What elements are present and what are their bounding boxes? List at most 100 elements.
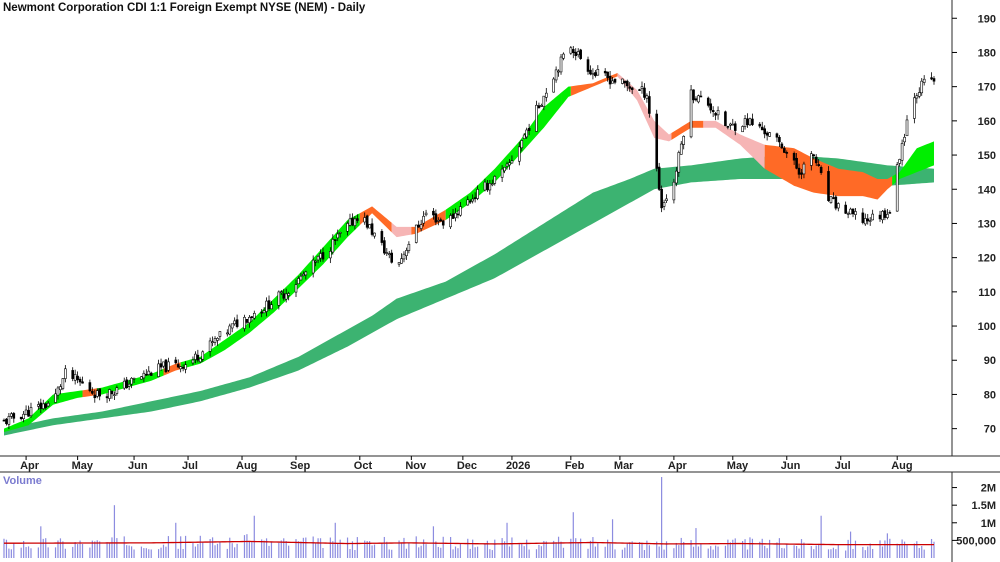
- volume-bar: [830, 549, 832, 558]
- candle-body: [505, 163, 509, 167]
- volume-bar: [216, 543, 219, 558]
- volume-bar: [800, 539, 803, 558]
- volume-bar: [820, 515, 822, 558]
- volume-bar: [329, 537, 331, 558]
- candle-body: [46, 402, 50, 407]
- volume-bar: [3, 538, 5, 558]
- volume-bar: [354, 550, 356, 558]
- volume-bar: [862, 546, 864, 558]
- volume-bar: [437, 546, 439, 558]
- volume-bar: [319, 538, 322, 558]
- volume-bar: [491, 550, 493, 558]
- volume-bar: [832, 547, 834, 558]
- volume-bar: [751, 538, 754, 558]
- price-tick-label: 150: [978, 150, 996, 162]
- volume-bar: [209, 539, 211, 558]
- volume-bar: [864, 550, 866, 558]
- volume-bar: [629, 542, 631, 558]
- candle-body: [61, 378, 65, 389]
- volume-bar: [484, 543, 486, 558]
- volume-bar: [265, 538, 268, 558]
- candle-body: [795, 157, 798, 169]
- volume-bar: [20, 547, 22, 558]
- candle-body: [898, 159, 901, 164]
- candle-body: [373, 232, 376, 237]
- candle-body: [518, 146, 521, 162]
- candle-body: [525, 129, 528, 138]
- volume-bar: [175, 522, 177, 558]
- volume-bar: [229, 537, 231, 558]
- volume-bar: [476, 546, 479, 558]
- volume-bar: [194, 546, 196, 558]
- volume-bar: [398, 540, 400, 558]
- candle-body: [41, 403, 45, 409]
- volume-bar: [761, 538, 763, 558]
- volume-bar: [197, 543, 199, 558]
- volume-bar: [776, 542, 778, 558]
- candle-body: [569, 47, 573, 54]
- volume-bar: [813, 549, 815, 558]
- volume-bar: [423, 539, 425, 558]
- volume-bar: [37, 547, 39, 558]
- candle-body: [54, 393, 57, 403]
- volume-bar: [918, 548, 920, 558]
- candle-body: [746, 118, 749, 126]
- volume-bar: [594, 546, 596, 558]
- candle-body: [493, 176, 497, 184]
- volume-bar: [818, 543, 820, 558]
- candle-body: [596, 69, 600, 76]
- volume-bar: [415, 536, 417, 558]
- short-term-ribbon-up: [561, 86, 571, 107]
- candle-body: [380, 231, 384, 243]
- price-tick-label: 140: [978, 184, 996, 196]
- candle-body: [262, 310, 266, 314]
- candle-body: [743, 118, 747, 127]
- x-tick-label: Apr: [20, 460, 40, 472]
- candle-body: [648, 96, 651, 114]
- volume-bar: [700, 543, 702, 558]
- candle-body: [571, 49, 575, 53]
- short-term-ribbon-fade: [703, 120, 765, 169]
- volume-bar: [643, 550, 646, 558]
- volume-bar: [781, 547, 783, 558]
- volume-bar: [280, 540, 282, 558]
- candle-body: [441, 220, 445, 226]
- volume-bar: [126, 545, 128, 558]
- volume-bar: [742, 540, 744, 558]
- volume-bar: [715, 545, 717, 558]
- short-term-ribbon-down: [570, 72, 618, 96]
- short-term-ribbon-up: [180, 213, 360, 370]
- candle-body: [252, 312, 256, 319]
- volume-bar: [91, 540, 93, 558]
- price-tick-label: 180: [978, 47, 996, 59]
- candle-body: [915, 95, 919, 99]
- volume-bar: [81, 543, 84, 558]
- volume-bar: [72, 546, 74, 558]
- volume-bar: [624, 547, 626, 558]
- candle-body: [78, 378, 82, 383]
- candle-body: [191, 359, 195, 364]
- candle-body: [765, 132, 769, 136]
- volume-bar: [177, 548, 179, 558]
- volume-bar: [214, 545, 216, 558]
- candle-body: [184, 364, 187, 370]
- candle-body: [454, 212, 457, 219]
- volume-bar: [658, 546, 660, 558]
- candle-body: [868, 220, 872, 222]
- volume-bar: [261, 539, 263, 558]
- volume-bar: [302, 537, 304, 558]
- volume-bar: [278, 542, 280, 558]
- volume-bar: [57, 540, 59, 558]
- volume-bar: [901, 539, 903, 558]
- candle-body: [692, 89, 695, 101]
- candle-body: [456, 213, 460, 216]
- volume-bar: [528, 549, 530, 558]
- volume-bar: [182, 549, 184, 558]
- candle-body: [630, 87, 634, 90]
- volume-bar: [607, 539, 609, 558]
- candle-body: [76, 375, 79, 381]
- volume-bar: [930, 538, 933, 558]
- volume-bar: [349, 549, 351, 558]
- volume-bar: [405, 548, 408, 558]
- volume-bar: [472, 539, 474, 558]
